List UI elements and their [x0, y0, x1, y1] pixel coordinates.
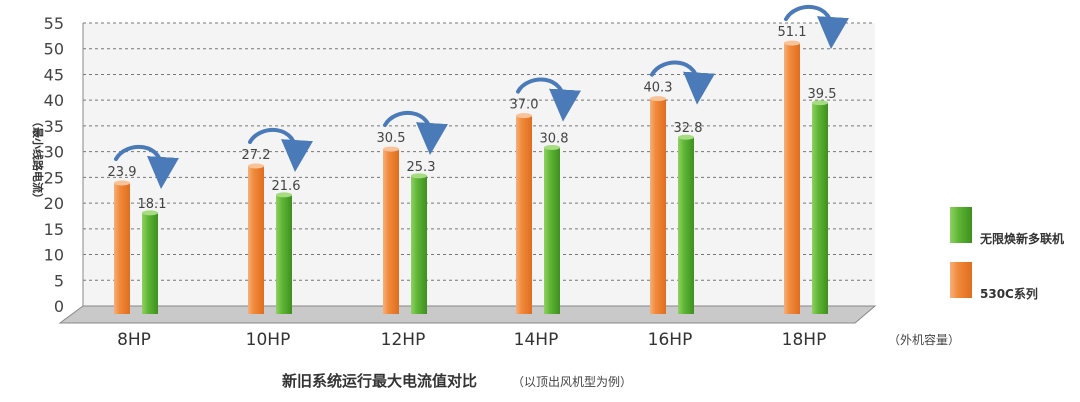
bar-cap-530c-12HP — [383, 146, 399, 152]
category-label-16HP: 16HP — [648, 330, 693, 350]
decrease-arrow-12HP — [383, 111, 448, 156]
y-tick-label: 20 — [44, 194, 64, 213]
category-label-14HP: 14HP — [514, 330, 559, 350]
data-label-530c-18HP: 51.1 — [778, 25, 807, 40]
y-tick-label: 5 — [54, 271, 64, 290]
y-tick-label: 30 — [44, 143, 64, 162]
bar-cap-530c-14HP — [516, 113, 532, 119]
y-tick-label: 55 — [44, 14, 64, 33]
y-tick-label: 10 — [44, 246, 64, 265]
bars — [114, 40, 828, 315]
bar-new-10HP — [276, 194, 292, 314]
y-tick-label: 15 — [44, 220, 64, 239]
data-label-530c-12HP: 30.5 — [377, 131, 406, 146]
decrease-arrow-16HP — [650, 60, 715, 105]
category-label-18HP: 18HP — [782, 330, 827, 350]
bar-cap-new-18HP — [812, 100, 828, 106]
decrease-arrows — [114, 5, 849, 189]
legend-label-new: 无限焕新多联机 — [979, 231, 1064, 246]
bar-new-14HP — [544, 147, 560, 314]
category-labels: 8HP 10HP 12HP 14HP 16HP 18HP — [117, 330, 826, 350]
decrease-arrow-14HP — [516, 77, 581, 122]
bar-530c-16HP — [650, 98, 666, 314]
plot-background — [83, 23, 875, 306]
y-axis-label: （最小线路电流） — [31, 116, 45, 204]
bar-530c-8HP — [114, 183, 130, 314]
category-label-8HP: 8HP — [117, 330, 151, 350]
bar-new-16HP — [678, 137, 694, 314]
bar-cap-530c-18HP — [784, 40, 800, 46]
y-tick-label: 45 — [44, 65, 64, 84]
y-tick-labels: 0 5 10 15 20 25 30 35 40 45 50 55 — [44, 14, 64, 316]
legend-label-old: 530C系列 — [980, 286, 1038, 301]
y-tick-label: 25 — [44, 168, 64, 187]
bar-cap-530c-8HP — [114, 180, 130, 186]
data-label-530c-8HP: 23.9 — [108, 165, 137, 180]
y-tick-label: 40 — [44, 91, 64, 110]
chart-title: 新旧系统运行最大电流值对比 — [282, 372, 477, 390]
y-tick-label: 0 — [54, 297, 64, 316]
bar-cap-new-16HP — [678, 134, 694, 140]
bar-new-8HP — [142, 212, 158, 314]
bar-new-12HP — [411, 175, 427, 314]
y-tick-label: 50 — [44, 40, 64, 59]
legend-swatch-old — [950, 262, 972, 298]
legend-swatch-new — [950, 207, 972, 243]
bar-530c-12HP — [383, 149, 399, 314]
chart-subtitle: （以顶出风机型为例） — [512, 375, 632, 389]
bar-cap-530c-16HP — [650, 96, 666, 102]
data-label-new-18HP: 39.5 — [808, 87, 837, 102]
floor — [58, 305, 877, 324]
category-label-12HP: 12HP — [381, 330, 426, 350]
data-label-530c-14HP: 37.0 — [510, 98, 539, 113]
data-label-530c-10HP: 27.2 — [242, 148, 271, 163]
data-label-new-14HP: 30.8 — [540, 132, 569, 147]
x-axis-note: （外机容量） — [888, 332, 960, 347]
bar-cap-new-8HP — [142, 210, 158, 216]
decrease-arrow-8HP — [114, 144, 179, 189]
data-labels: 23.9 18.1 27.2 21.6 30.525.3 37.0 30.8 40.3 32.8… — [108, 25, 837, 212]
data-label-new-12HP: 25.3 — [407, 160, 436, 175]
data-label-530c-16HP: 40.3 — [644, 81, 673, 96]
y-tick-label: 35 — [44, 117, 64, 136]
bar-530c-18HP — [784, 43, 800, 315]
bar-cap-new-14HP — [544, 145, 560, 151]
legend: 无限焕新多联机 530C系列 — [950, 207, 1064, 301]
data-label-new-16HP: 32.8 — [674, 121, 703, 136]
bar-530c-10HP — [248, 166, 264, 314]
plot-area — [58, 22, 877, 324]
decrease-arrow-10HP — [248, 127, 313, 173]
bar-new-18HP — [812, 102, 828, 314]
data-label-new-10HP: 21.6 — [272, 179, 301, 194]
category-label-10HP: 10HP — [246, 330, 291, 350]
bar-cap-530c-10HP — [248, 163, 264, 169]
decrease-arrow-18HP — [784, 5, 849, 50]
gridlines — [83, 22, 875, 307]
data-label-new-8HP: 18.1 — [138, 197, 167, 212]
bar-cap-new-10HP — [276, 192, 292, 198]
bar-cap-new-12HP — [411, 173, 427, 179]
bar-530c-14HP — [516, 115, 532, 314]
